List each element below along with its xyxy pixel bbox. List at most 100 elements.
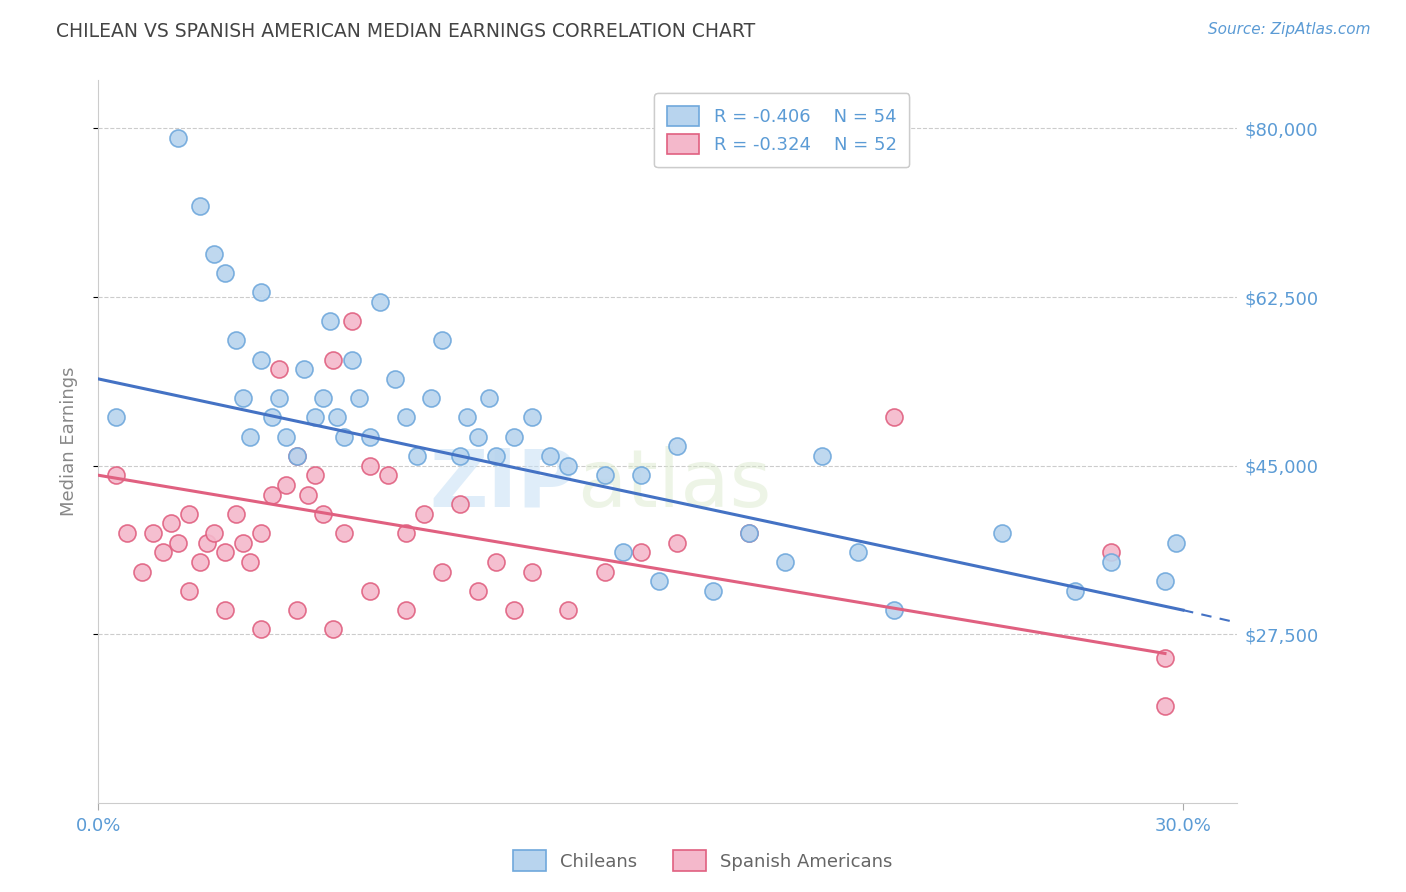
Point (1099, 545, 1122, 559)
Point (347, 391, 370, 405)
Point (485, 555, 508, 569)
Point (311, 391, 333, 405)
Point (485, 449, 508, 463)
Point (503, 430, 526, 444)
Legend: R = -0.406    N = 54, R = -0.324    N = 52: R = -0.406 N = 54, R = -0.324 N = 52 (654, 93, 910, 167)
Point (142, 526, 165, 541)
Point (503, 603, 526, 617)
Point (883, 603, 905, 617)
Point (322, 623, 344, 637)
Point (467, 430, 489, 444)
Point (131, 565, 153, 579)
Y-axis label: Median Earnings: Median Earnings (59, 367, 77, 516)
Point (557, 458, 579, 473)
Point (202, 526, 225, 541)
Point (260, 487, 283, 501)
Point (225, 334, 247, 348)
Point (630, 468, 652, 483)
Point (304, 468, 326, 483)
Point (195, 535, 218, 549)
Point (384, 372, 406, 386)
Point (456, 410, 478, 425)
Legend: Chileans, Spanish Americans: Chileans, Spanish Americans (506, 843, 900, 879)
Point (285, 449, 308, 463)
Text: ZIP: ZIP (429, 446, 576, 524)
Point (738, 526, 761, 541)
Point (702, 583, 724, 598)
Point (232, 535, 254, 549)
Point (260, 410, 283, 425)
Point (395, 526, 418, 541)
Point (159, 516, 181, 531)
Point (285, 449, 308, 463)
Point (478, 391, 501, 405)
Point (557, 603, 579, 617)
Point (177, 583, 200, 598)
Point (738, 526, 761, 541)
Point (269, 391, 291, 405)
Point (239, 430, 262, 444)
Point (1154, 651, 1177, 665)
Point (333, 526, 356, 541)
Point (269, 362, 291, 376)
Point (117, 526, 139, 541)
Point (405, 449, 427, 463)
Point (665, 439, 688, 453)
Point (810, 449, 832, 463)
Point (395, 603, 418, 617)
Point (167, 535, 190, 549)
Point (430, 565, 453, 579)
Point (311, 507, 333, 521)
Point (304, 410, 326, 425)
Point (250, 285, 273, 300)
Point (612, 545, 634, 559)
Point (167, 131, 190, 145)
Point (449, 497, 471, 511)
Point (883, 410, 905, 425)
Point (1099, 555, 1122, 569)
Point (648, 574, 671, 589)
Point (177, 507, 200, 521)
Point (395, 410, 418, 425)
Point (340, 314, 363, 328)
Point (214, 266, 236, 280)
Point (188, 555, 211, 569)
Point (250, 352, 273, 367)
Text: CHILEAN VS SPANISH AMERICAN MEDIAN EARNINGS CORRELATION CHART: CHILEAN VS SPANISH AMERICAN MEDIAN EARNI… (56, 22, 755, 41)
Point (665, 535, 688, 549)
Point (359, 430, 381, 444)
Point (105, 468, 128, 483)
Point (593, 565, 616, 579)
Point (297, 487, 319, 501)
Point (593, 468, 616, 483)
Text: Source: ZipAtlas.com: Source: ZipAtlas.com (1208, 22, 1371, 37)
Point (214, 545, 236, 559)
Point (250, 623, 273, 637)
Point (991, 526, 1014, 541)
Point (326, 410, 349, 425)
Point (285, 603, 308, 617)
Point (1063, 583, 1085, 598)
Point (359, 458, 381, 473)
Point (538, 449, 561, 463)
Point (1164, 535, 1187, 549)
Point (1154, 574, 1177, 589)
Point (188, 198, 211, 212)
Point (276, 478, 298, 492)
Point (225, 507, 247, 521)
Point (250, 526, 273, 541)
Point (152, 545, 174, 559)
Point (430, 334, 453, 348)
Point (239, 555, 262, 569)
Point (775, 555, 797, 569)
Point (319, 314, 342, 328)
Point (214, 603, 236, 617)
Point (294, 362, 316, 376)
Point (449, 449, 471, 463)
Point (202, 246, 225, 260)
Point (377, 468, 399, 483)
Point (522, 410, 544, 425)
Text: atlas: atlas (576, 446, 770, 524)
Point (1154, 699, 1177, 714)
Point (370, 294, 392, 309)
